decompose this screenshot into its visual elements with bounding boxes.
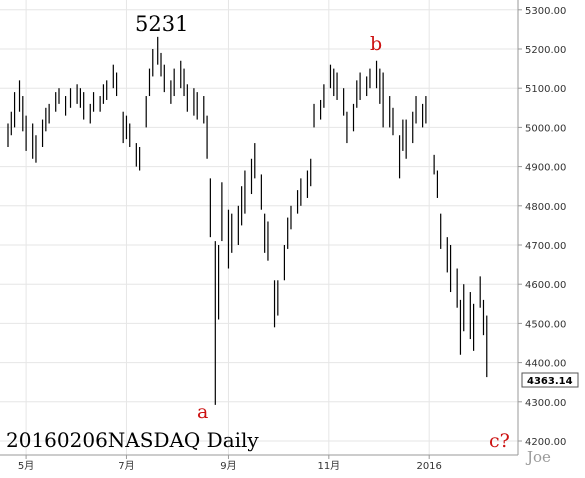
y-tick-label: 4200.00 bbox=[525, 437, 566, 448]
wave-c-label: c? bbox=[489, 430, 510, 452]
wave-b-label: b bbox=[370, 33, 382, 55]
chart-title: 20160206NASDAQ Daily bbox=[6, 428, 259, 452]
x-tick-label: 2016 bbox=[416, 461, 441, 472]
peak-annotation: 5231 bbox=[135, 12, 188, 36]
last-price-box bbox=[521, 372, 579, 388]
y-tick-label: 4900.00 bbox=[525, 163, 566, 174]
x-tick-label: 7月 bbox=[118, 460, 134, 472]
y-tick-label: 5300.00 bbox=[525, 6, 566, 17]
x-tick-label: 9月 bbox=[220, 460, 236, 472]
x-tick-label: 11月 bbox=[317, 460, 340, 472]
y-tick-label: 4600.00 bbox=[525, 280, 566, 291]
x-tick-label: 5月 bbox=[18, 460, 34, 472]
wave-a-label: a bbox=[197, 401, 208, 423]
last-price-label: 4363.14 bbox=[527, 376, 573, 387]
y-tick-label: 4300.00 bbox=[525, 398, 566, 409]
y-tick-label: 4700.00 bbox=[525, 241, 566, 252]
y-tick-label: 5000.00 bbox=[525, 123, 566, 134]
y-tick-label: 4800.00 bbox=[525, 202, 566, 213]
x-axis-ticks: 5月 7月 9月 11月 2016 bbox=[18, 455, 442, 472]
y-tick-label: 5100.00 bbox=[525, 84, 566, 95]
y-tick-label: 5200.00 bbox=[525, 45, 566, 56]
watermark: Joe bbox=[525, 448, 551, 466]
price-bars bbox=[7, 36, 488, 405]
y-tick-label: 4500.00 bbox=[525, 319, 566, 330]
y-tick-label: 4400.00 bbox=[525, 359, 566, 370]
y-axis-ticks: 4200.00 4300.00 4400.00 4500.00 4600.00 4700.… bbox=[518, 6, 566, 448]
grid-lines bbox=[0, 0, 518, 455]
